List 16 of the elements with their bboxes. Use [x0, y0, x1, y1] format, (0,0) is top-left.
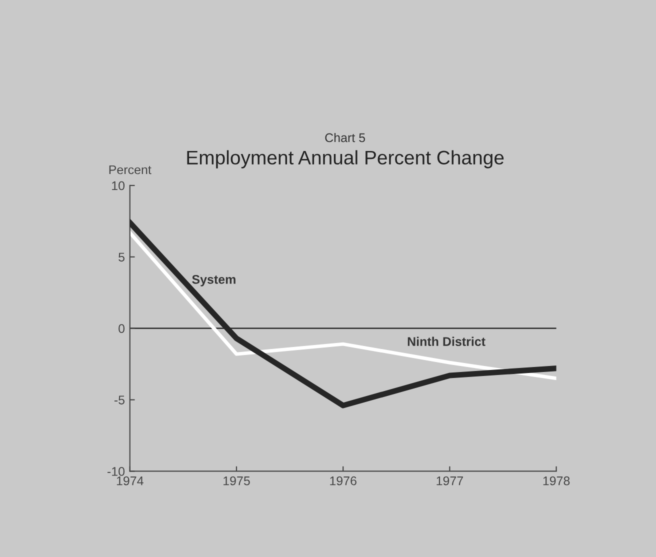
x-tick-label: 1977: [436, 476, 463, 486]
series-label: System: [192, 274, 236, 286]
series-label: Ninth District: [408, 336, 486, 346]
chart-subtitle: Employment Annual Percent Change: [187, 150, 504, 168]
y-tick-label: -5: [114, 396, 125, 404]
x-tick-label: 1974: [116, 476, 144, 486]
y-axis-title: Percent: [109, 165, 152, 174]
line-series: [130, 230, 556, 380]
y-tick-label: 5: [118, 252, 125, 262]
x-tick-label: 1978: [543, 476, 570, 486]
x-tick-label: 1975: [224, 476, 250, 486]
y-tick-label: -10: [108, 467, 125, 476]
chart-title: Chart 5: [325, 132, 366, 142]
y-tick-label: 0: [118, 324, 125, 334]
y-tick-label: 10: [112, 181, 125, 190]
x-tick-label: 1976: [330, 476, 356, 486]
